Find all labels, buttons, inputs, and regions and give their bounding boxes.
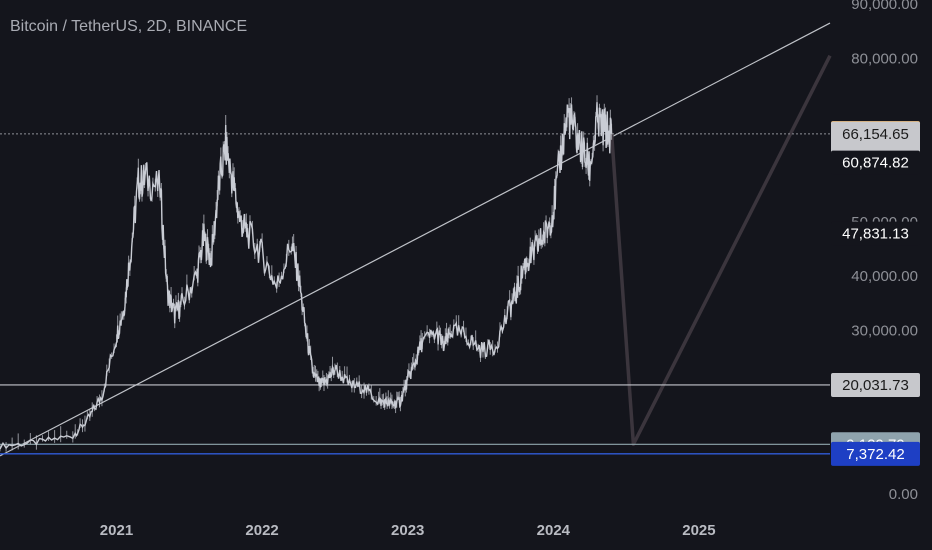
price-tag-box (831, 372, 920, 397)
drawing-layer (0, 22, 832, 457)
x-tick-label: 2021 (100, 522, 133, 539)
x-tick-label: 2022 (245, 522, 278, 539)
price-tag-label: 47,831.13 (842, 226, 909, 243)
price-tag-box (831, 150, 920, 175)
y-tick-label: 30,000.00 (851, 323, 918, 340)
price-tag-layer: 66,290.3466,154.6521:13:0160,874.8247,83… (831, 121, 920, 466)
y-tick-label: 80,000.00 (851, 50, 918, 67)
trendline (0, 22, 831, 457)
price-tag-box (831, 441, 920, 466)
x-tick-label: 2023 (391, 522, 424, 539)
price-line (0, 102, 613, 450)
price-tag-label: 60,874.82 (842, 155, 909, 172)
y-tick-label: 90,000.00 (851, 0, 918, 13)
x-tick-label: 2024 (537, 522, 571, 539)
price-tag-label: 66,154.65 (842, 126, 909, 143)
chart-title: Bitcoin / TetherUS, 2D, BINANCE (10, 18, 247, 35)
y-tick-label: 40,000.00 (851, 268, 918, 285)
price-series-layer (0, 95, 613, 452)
y-tick-label: 0.00 (889, 486, 918, 503)
price-tag-label: 7,372.42 (846, 446, 904, 463)
price-tag-label: 20,031.73 (842, 377, 909, 394)
price-tag-box (831, 221, 920, 246)
x-tick-label: 2025 (682, 522, 715, 539)
